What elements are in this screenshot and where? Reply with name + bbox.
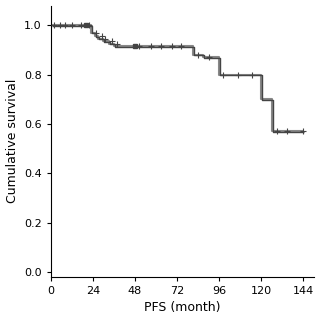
Y-axis label: Cumulative survival: Cumulative survival bbox=[5, 79, 19, 204]
X-axis label: PFS (month): PFS (month) bbox=[144, 301, 220, 315]
